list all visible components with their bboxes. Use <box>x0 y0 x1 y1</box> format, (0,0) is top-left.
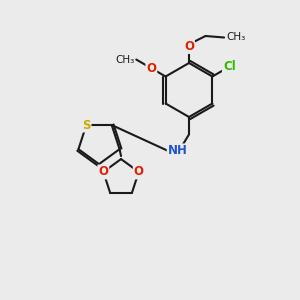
Text: O: O <box>184 40 194 53</box>
Text: O: O <box>134 165 144 178</box>
Text: S: S <box>82 118 91 131</box>
Text: CH₃: CH₃ <box>226 32 246 43</box>
Text: CH₃: CH₃ <box>116 55 135 64</box>
Text: Cl: Cl <box>223 60 236 73</box>
Text: O: O <box>98 165 108 178</box>
Text: NH: NH <box>168 144 188 158</box>
Text: O: O <box>146 62 156 75</box>
